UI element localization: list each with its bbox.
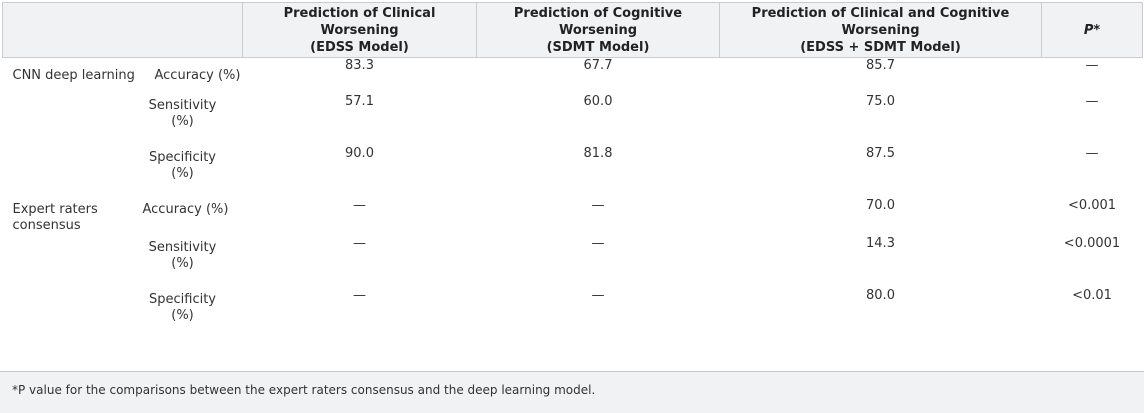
- value-p: <0.0001: [1063, 236, 1121, 251]
- header-blank-cell: [2, 2, 243, 58]
- group-cell: Sensitivity (%): [3, 94, 243, 146]
- header-clinical-worsening: Prediction of Clinical Worsening (EDSS M…: [242, 2, 477, 58]
- value-edss: —: [353, 198, 366, 213]
- header-cognitive-line2: (SDMT Model): [546, 39, 650, 55]
- value-edss: 57.1: [345, 94, 374, 109]
- group-cell: Specificity (%): [3, 288, 243, 324]
- table-row: Sensitivity (%) 57.1 60.0 75.0 —: [3, 94, 1143, 146]
- metric-label: Specificity (%): [149, 292, 216, 323]
- value-combined: 14.3: [866, 236, 895, 251]
- table-row: CNN deep learning Accuracy (%) 83.3 67.7…: [3, 58, 1143, 95]
- value-edss: —: [353, 236, 366, 251]
- value-combined: 85.7: [866, 58, 895, 73]
- value-sdmt: —: [591, 288, 605, 303]
- value-sdmt: —: [591, 198, 605, 213]
- header-cognitive-line1: Prediction of Cognitive Worsening: [513, 5, 683, 38]
- header-p-value: P*: [1041, 2, 1143, 58]
- value-combined: 80.0: [866, 288, 895, 303]
- header-cognitive-worsening: Prediction of Cognitive Worsening (SDMT …: [476, 2, 720, 58]
- value-sdmt: —: [591, 236, 605, 251]
- metric-label: Sensitivity (%): [148, 240, 217, 271]
- value-p: <0.01: [1072, 288, 1112, 303]
- value-sdmt: 67.7: [583, 58, 613, 73]
- table-row: Expert raters consensus Accuracy (%) — —…: [3, 198, 1143, 236]
- group-cell: Specificity (%): [3, 146, 243, 198]
- metric-label: Specificity (%): [149, 150, 216, 181]
- value-combined: 75.0: [866, 94, 895, 109]
- group-label-cnn: CNN deep learning: [12, 68, 135, 83]
- metric-label: Accuracy (%): [154, 68, 241, 83]
- value-sdmt: 81.8: [583, 146, 613, 161]
- table-footnote: *P value for the comparisons between the…: [0, 371, 1144, 413]
- value-edss: 90.0: [345, 146, 374, 161]
- table-header-row: Prediction of Clinical Worsening (EDSS M…: [2, 2, 1143, 58]
- group-cell: Expert raters consensus Accuracy (%): [3, 198, 243, 236]
- value-p: —: [1085, 94, 1099, 109]
- metric-label: Sensitivity (%): [148, 98, 217, 129]
- group-cell: CNN deep learning Accuracy (%): [3, 58, 243, 95]
- value-combined: 70.0: [866, 198, 895, 213]
- value-edss: 83.3: [345, 58, 374, 73]
- results-table: Prediction of Clinical Worsening (EDSS M…: [2, 2, 1143, 324]
- value-p: —: [1085, 58, 1099, 73]
- header-combined-worsening: Prediction of Clinical and Cognitive Wor…: [719, 2, 1042, 58]
- header-clinical-line1: Prediction of Clinical Worsening: [283, 5, 436, 38]
- value-edss: —: [353, 288, 366, 303]
- header-clinical-line2: (EDSS Model): [310, 39, 409, 55]
- header-combined-line1: Prediction of Clinical and Cognitive Wor…: [751, 5, 1010, 38]
- group-cell: Sensitivity (%): [3, 236, 243, 288]
- header-combined-line2: (EDSS + SDMT Model): [800, 39, 961, 55]
- value-combined: 87.5: [866, 146, 895, 161]
- metric-label: Accuracy (%): [142, 202, 229, 217]
- value-p: <0.001: [1067, 198, 1117, 213]
- table-row: Specificity (%) 90.0 81.8 87.5 —: [3, 146, 1143, 198]
- group-label-expert: Expert raters consensus: [12, 202, 98, 233]
- table-row: Specificity (%) — — 80.0 <0.01: [3, 288, 1143, 324]
- results-table-container: Prediction of Clinical Worsening (EDSS M…: [2, 2, 1143, 324]
- table-row: Sensitivity (%) — — 14.3 <0.0001: [3, 236, 1143, 288]
- value-p: —: [1085, 146, 1099, 161]
- value-sdmt: 60.0: [583, 94, 613, 109]
